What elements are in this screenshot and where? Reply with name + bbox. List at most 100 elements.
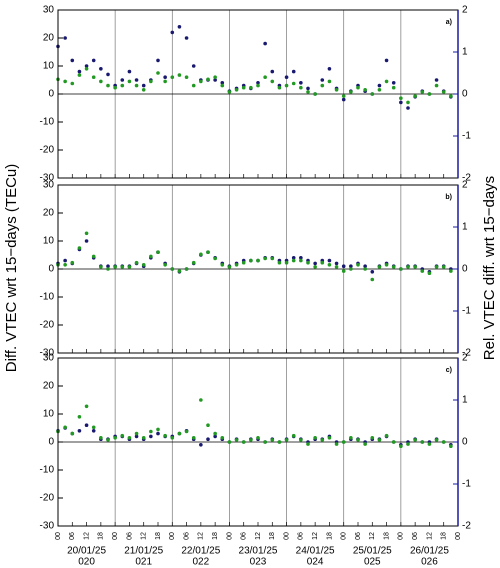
point [420,90,425,94]
point [441,265,446,269]
point [149,254,153,259]
point [434,78,439,82]
point [334,442,339,446]
y-tick-label: 0 [48,264,54,275]
y-tick-label: -20 [40,145,55,156]
point [370,270,375,274]
point [291,69,296,74]
point [449,94,453,98]
date-label: 22/01/25 [181,546,220,557]
y2-tick-label: -1 [462,479,471,490]
point [256,258,260,263]
point [399,444,403,449]
point [234,438,239,442]
point [363,88,367,92]
point [213,78,217,82]
point [177,431,182,436]
point [299,255,303,260]
point [313,265,317,269]
point [277,440,282,444]
point [356,85,360,90]
y-tick-label: -20 [40,493,55,504]
point [77,246,82,250]
point [349,267,353,271]
x-tick-label: 00 [283,532,290,540]
point [77,429,82,433]
doy-label: 022 [193,557,210,568]
y-tick-label: -30 [40,521,55,532]
point [77,69,82,74]
point [191,260,196,265]
point [191,83,196,88]
x-tick-label: 12 [312,532,319,540]
point [284,83,289,88]
point [341,264,346,269]
point [234,263,239,267]
point [270,438,275,442]
y2-tick-label: 1 [462,222,468,233]
point [249,85,253,90]
point [99,79,103,84]
y2-tick-label: 1 [462,47,468,58]
y-tick-label: 20 [43,381,55,392]
y-tick-label: 10 [43,236,55,247]
x-tick-label: 06 [241,532,248,540]
point [84,231,89,236]
point [363,442,367,446]
point [170,30,175,35]
y2-tick-label: 2 [462,353,468,364]
point [349,264,353,269]
y-tick-label: 0 [48,437,54,448]
point [70,58,75,63]
point [177,73,182,77]
x-tick-label: 12 [255,532,262,540]
point [184,36,189,40]
y-tick-label: 30 [43,5,55,16]
point [206,77,210,82]
point [149,79,153,84]
point [256,83,260,88]
point [106,267,110,271]
point [241,260,246,265]
point [391,440,396,444]
y-tick-label: -10 [40,117,55,128]
point [270,69,275,74]
point [156,431,160,436]
point [313,261,317,266]
point [163,75,167,79]
point [334,265,339,269]
x-tick-label: 00 [169,532,176,540]
point [184,429,189,434]
doy-label: 026 [421,557,438,568]
point [99,436,103,440]
point [406,265,410,269]
y2-tick-label: -2 [462,521,471,532]
point [177,25,182,29]
point [63,79,67,84]
point [256,81,260,85]
point [220,436,225,440]
point [406,442,410,446]
point [199,79,203,84]
point [127,69,132,74]
y-tick-label: -30 [40,348,55,359]
point [284,438,289,442]
point [291,81,296,86]
point [106,264,110,269]
y-tick-label: -20 [40,320,55,331]
point [84,64,89,68]
point [327,258,332,263]
point [113,85,117,90]
point [213,434,217,439]
point [156,71,160,75]
point [413,438,417,442]
x-tick-label: 12 [369,532,376,540]
point [184,267,189,271]
point [84,239,89,243]
y2-tick-label: 0 [462,437,468,448]
x-tick-label: 18 [383,532,390,540]
y-tick-label: 20 [43,33,55,44]
point [384,58,389,63]
point [206,423,210,428]
point [291,258,296,263]
